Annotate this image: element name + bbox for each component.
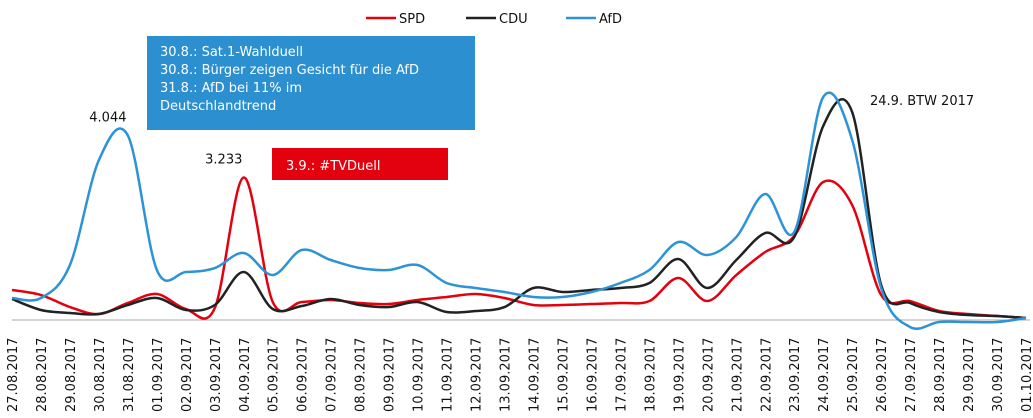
x-tick-label: 31.08.2017 <box>122 338 137 412</box>
x-tick-label: 16.09.2017 <box>585 338 600 412</box>
x-tick-label: 22.09.2017 <box>759 338 774 412</box>
annotation-text: 30.8.: Sat.1-Wahlduell <box>160 45 303 60</box>
annotation-text: 30.8.: Bürger zeigen Gesicht für die AfD <box>160 63 419 78</box>
line-series <box>11 98 1027 320</box>
x-tick-label: 29.09.2017 <box>962 338 977 412</box>
x-tick-label: 14.09.2017 <box>527 338 542 412</box>
x-tick-label: 29.08.2017 <box>64 338 79 412</box>
x-tick-label: 17.09.2017 <box>614 338 629 412</box>
x-tick-label: 08.09.2017 <box>354 338 369 412</box>
x-tick-label: 12.09.2017 <box>470 338 485 412</box>
x-tick-label: 11.09.2017 <box>441 338 456 412</box>
annotation-box <box>147 36 475 130</box>
x-tick-label: 03.09.2017 <box>209 338 224 412</box>
legend-label: SPD <box>399 12 425 27</box>
legend-label: AfD <box>599 12 622 27</box>
x-tick-label: 15.09.2017 <box>556 338 571 412</box>
x-tick-label: 27.08.2017 <box>6 338 21 412</box>
x-tick-label: 30.08.2017 <box>93 338 108 412</box>
x-tick-label: 30.09.2017 <box>991 338 1006 412</box>
x-tick-label: 25.09.2017 <box>846 338 861 412</box>
x-tick-label: 01.10.2017 <box>1020 338 1033 412</box>
x-tick-label: 01.09.2017 <box>151 338 166 412</box>
x-tick-label: 23.09.2017 <box>788 338 803 412</box>
line-series <box>11 91 1027 330</box>
x-tick-label: 04.09.2017 <box>238 338 253 412</box>
x-tick-label: 02.09.2017 <box>180 338 195 412</box>
x-tick-label: 13.09.2017 <box>499 338 514 412</box>
annotation-text: 3.9.: #TVDuell <box>286 159 381 174</box>
x-tick-label: 07.09.2017 <box>325 338 340 412</box>
x-tick-label: 09.09.2017 <box>383 338 398 412</box>
x-tick-label: 18.09.2017 <box>643 338 658 412</box>
annotation-text: Deutschlandtrend <box>160 99 276 114</box>
x-tick-label: 06.09.2017 <box>296 338 311 412</box>
x-tick-label: 19.09.2017 <box>672 338 687 412</box>
x-tick-label: 21.09.2017 <box>730 338 745 412</box>
annotation-box <box>272 148 448 180</box>
x-tick-label: 10.09.2017 <box>412 338 427 412</box>
x-tick-label: 20.09.2017 <box>701 338 716 412</box>
x-tick-label: 05.09.2017 <box>267 338 282 412</box>
x-tick-label: 27.09.2017 <box>904 338 919 412</box>
x-tick-label: 26.09.2017 <box>875 338 890 412</box>
x-tick-label: 24.09.2017 <box>817 338 832 412</box>
x-tick-label: 28.08.2017 <box>35 338 50 412</box>
annotation-text: 31.8.: AfD bei 11% im <box>160 81 302 96</box>
x-tick-label: 28.09.2017 <box>933 338 948 412</box>
data-label: 4.044 <box>89 111 126 126</box>
legend-label: CDU <box>499 12 528 27</box>
data-label: 3.233 <box>205 153 242 168</box>
annotation: 24.9. BTW 2017 <box>870 94 974 109</box>
